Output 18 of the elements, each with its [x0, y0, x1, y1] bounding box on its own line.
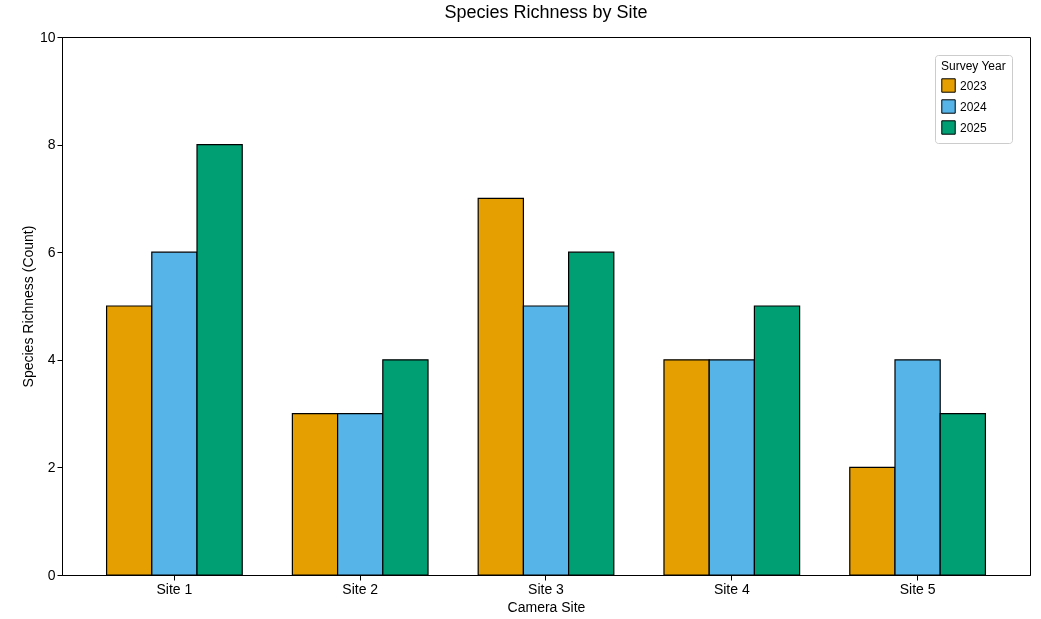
- x-tick-label: Site 2: [342, 580, 379, 597]
- chart-title: Species Richness by Site: [444, 2, 648, 22]
- x-tick-label: Site 3: [528, 580, 565, 597]
- y-tick-label: 6: [47, 243, 56, 260]
- x-tick-label: Site 1: [156, 580, 193, 597]
- y-tick-label: 2: [47, 458, 56, 475]
- y-tick-label: 10: [39, 28, 56, 45]
- y-axis-title: Species Richness (Count): [19, 225, 36, 388]
- legend-label: 2023: [960, 78, 988, 93]
- legend-label: 2025: [960, 120, 988, 135]
- legend-label: 2024: [960, 99, 988, 114]
- x-tick-label: Site 5: [899, 580, 936, 597]
- legend-title: Survey Year: [941, 59, 1006, 73]
- y-tick-label: 0: [47, 566, 56, 583]
- y-tick-label: 8: [47, 136, 56, 153]
- x-axis-title: Camera Site: [507, 598, 586, 615]
- x-tick-label: Site 4: [713, 580, 750, 597]
- y-tick-label: 4: [47, 351, 56, 368]
